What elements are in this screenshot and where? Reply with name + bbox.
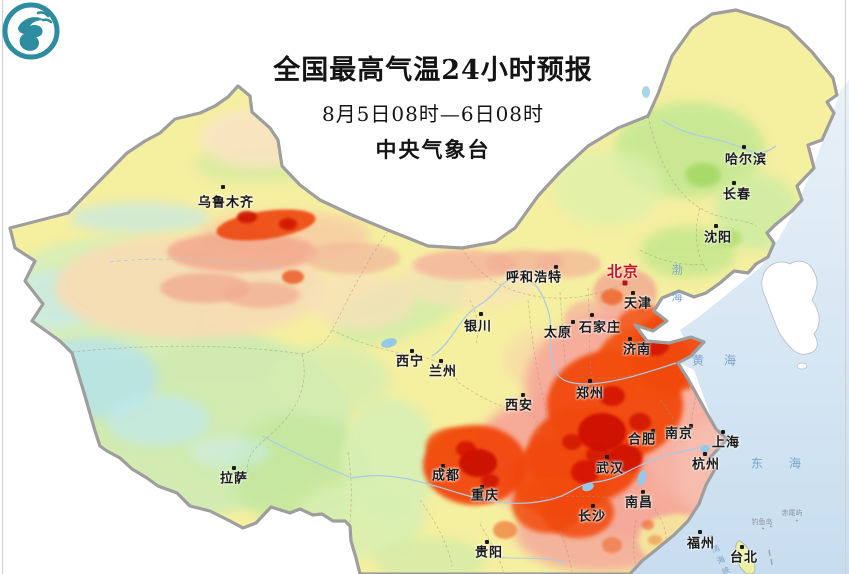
city-label: 兰州 <box>428 364 458 380</box>
agency-name: 中央气象台 <box>375 137 491 162</box>
city-dot <box>571 320 575 324</box>
city-label: 哈尔滨 <box>724 152 768 168</box>
city-label: 杭州 <box>691 457 721 473</box>
sea-label: 东海 <box>750 456 828 471</box>
city-dot <box>554 265 558 269</box>
city-dot <box>479 312 483 316</box>
city-dot <box>732 181 736 185</box>
city-dot <box>698 530 702 534</box>
city-dot <box>703 452 707 456</box>
city-dot <box>480 485 484 489</box>
city-dot <box>689 424 693 428</box>
left-edge-line <box>2 0 3 574</box>
city-dot <box>628 337 632 341</box>
city-label: 拉萨 <box>219 471 249 487</box>
city-label: 乌鲁木齐 <box>197 195 255 211</box>
city-label: 南京 <box>664 426 694 442</box>
city-dot <box>439 359 443 363</box>
city-label: 西宁 <box>395 354 425 370</box>
city-dot <box>521 393 525 397</box>
city-dot <box>651 429 655 433</box>
taiwan-island <box>735 540 756 574</box>
city-label: 北京 <box>606 262 640 281</box>
city-label: 太原 <box>543 325 573 341</box>
islet-marks <box>761 519 799 566</box>
city-dot <box>742 145 746 149</box>
city-label: 郑州 <box>575 386 605 402</box>
city-dot <box>721 430 725 434</box>
city-dot <box>641 490 645 494</box>
temperature-shading <box>10 102 799 574</box>
island-label: 赤尾屿 <box>781 509 803 517</box>
city-label: 呼和浩特 <box>505 270 563 286</box>
city-label: 重庆 <box>470 488 500 504</box>
korea-peninsula <box>761 260 820 355</box>
city-label: 台北 <box>729 550 759 566</box>
city-label: 银川 <box>463 319 493 335</box>
cma-logo-icon <box>2 2 60 60</box>
sea-label: 黄海 <box>691 353 757 368</box>
lakes <box>381 86 710 492</box>
city-dot <box>588 379 592 383</box>
city-dot <box>485 540 489 544</box>
city-dot <box>622 280 628 286</box>
forecast-period: 8月5日08时—6日08时 <box>321 102 545 126</box>
sea-label: 渤海 <box>670 264 683 318</box>
rivers <box>109 119 777 563</box>
city-label: 福州 <box>686 536 716 552</box>
city-dot <box>441 464 445 468</box>
page-title: 全国最高气温24小时预报 <box>273 55 593 86</box>
city-dot <box>605 455 609 459</box>
city-label: 长春 <box>722 187 752 203</box>
city-dot <box>714 224 718 228</box>
city-dot <box>232 466 236 470</box>
city-label: 沈阳 <box>703 230 733 246</box>
city-label: 武汉 <box>595 461 625 477</box>
city-dot <box>410 349 414 353</box>
city-label: 合肥 <box>627 432 657 448</box>
city-dot <box>631 291 635 295</box>
city-label: 南昌 <box>624 495 654 511</box>
city-label: 天津 <box>623 296 653 312</box>
city-dot <box>591 504 595 508</box>
city-label: 上海 <box>711 435 741 451</box>
city-dot <box>590 313 594 317</box>
right-edge-line <box>845 0 846 574</box>
city-label: 长沙 <box>577 509 607 525</box>
island <box>796 362 808 370</box>
city-label: 成都 <box>431 468 461 484</box>
city-label: 贵阳 <box>474 545 504 561</box>
city-dot <box>221 185 225 189</box>
island-label: 钓鱼岛 <box>751 518 773 526</box>
map-header: 全国最高气温24小时预报 8月5日08时—6日08时 中央气象台 <box>273 48 593 164</box>
city-label: 石家庄 <box>578 320 622 336</box>
city-dot <box>740 545 744 549</box>
sea-area <box>606 80 849 574</box>
city-label: 西安 <box>504 398 534 414</box>
city-label: 济南 <box>622 342 652 358</box>
